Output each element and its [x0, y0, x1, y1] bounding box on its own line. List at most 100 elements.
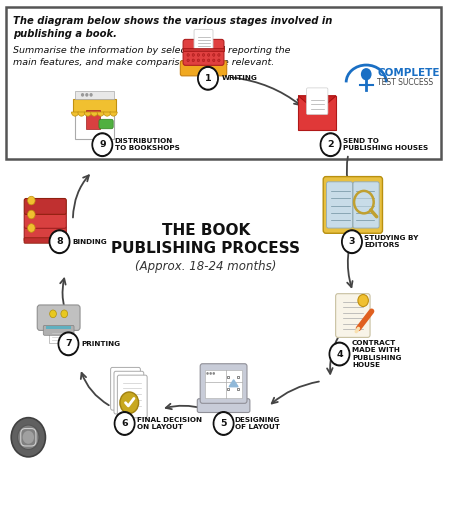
- FancyBboxPatch shape: [327, 182, 353, 228]
- Wedge shape: [97, 112, 104, 116]
- Circle shape: [28, 224, 35, 232]
- Text: 1: 1: [205, 74, 211, 83]
- FancyBboxPatch shape: [114, 371, 144, 414]
- Text: TEST SUCCESS: TEST SUCCESS: [377, 78, 434, 87]
- Circle shape: [51, 232, 68, 251]
- Text: STUDYING BY
EDITORS: STUDYING BY EDITORS: [364, 235, 419, 248]
- FancyBboxPatch shape: [49, 332, 68, 344]
- Text: DISTRIBUTION
TO BOOKSHOPS: DISTRIBUTION TO BOOKSHOPS: [115, 138, 180, 152]
- Circle shape: [50, 310, 56, 317]
- Wedge shape: [110, 112, 117, 116]
- FancyBboxPatch shape: [205, 370, 242, 398]
- FancyBboxPatch shape: [180, 61, 227, 76]
- Text: 3: 3: [349, 237, 355, 246]
- Text: PUBLISHING PROCESS: PUBLISHING PROCESS: [111, 241, 300, 256]
- Circle shape: [92, 133, 112, 157]
- Text: main features, and make comparisons where relevant.: main features, and make comparisons wher…: [13, 58, 274, 68]
- Circle shape: [342, 230, 362, 253]
- Text: 2: 2: [327, 140, 334, 149]
- FancyBboxPatch shape: [86, 110, 100, 129]
- FancyBboxPatch shape: [307, 88, 328, 115]
- Circle shape: [207, 59, 210, 61]
- Circle shape: [61, 310, 68, 317]
- FancyBboxPatch shape: [298, 96, 336, 130]
- FancyBboxPatch shape: [111, 368, 141, 410]
- Circle shape: [28, 210, 35, 219]
- Circle shape: [85, 93, 88, 97]
- Wedge shape: [71, 112, 79, 116]
- Circle shape: [358, 294, 369, 307]
- Text: Summarise the information by selecting and reporting the: Summarise the information by selecting a…: [13, 46, 291, 55]
- Circle shape: [60, 334, 77, 353]
- Circle shape: [197, 59, 200, 61]
- FancyBboxPatch shape: [24, 199, 66, 215]
- Circle shape: [354, 191, 374, 214]
- Circle shape: [212, 54, 215, 56]
- Text: THE BOOK: THE BOOK: [162, 223, 250, 238]
- Circle shape: [215, 414, 232, 433]
- Text: 4: 4: [336, 350, 343, 358]
- Circle shape: [331, 345, 348, 364]
- FancyBboxPatch shape: [24, 238, 66, 243]
- FancyBboxPatch shape: [194, 29, 213, 51]
- Circle shape: [187, 54, 189, 56]
- Text: SEND TO
PUBLISHING HOUSES: SEND TO PUBLISHING HOUSES: [343, 138, 428, 152]
- Polygon shape: [229, 380, 238, 387]
- Circle shape: [322, 135, 339, 155]
- FancyBboxPatch shape: [227, 388, 229, 390]
- Wedge shape: [103, 112, 111, 116]
- FancyBboxPatch shape: [200, 364, 247, 403]
- Text: The diagram below shows the various stages involved in: The diagram below shows the various stag…: [13, 16, 333, 26]
- Circle shape: [197, 54, 200, 56]
- Circle shape: [18, 425, 39, 450]
- FancyBboxPatch shape: [183, 48, 224, 51]
- Text: DESIGNING
OF LAYOUT: DESIGNING OF LAYOUT: [235, 417, 280, 430]
- FancyBboxPatch shape: [117, 375, 147, 418]
- FancyBboxPatch shape: [24, 212, 66, 228]
- Circle shape: [198, 67, 218, 90]
- FancyBboxPatch shape: [353, 182, 379, 228]
- Text: (Approx. 18-24 months): (Approx. 18-24 months): [135, 260, 277, 273]
- FancyBboxPatch shape: [75, 109, 114, 139]
- Text: CONTRACT
MADE WITH
PUBLISHING
HOUSE: CONTRACT MADE WITH PUBLISHING HOUSE: [352, 340, 401, 368]
- FancyBboxPatch shape: [73, 98, 116, 112]
- FancyBboxPatch shape: [183, 39, 224, 66]
- Circle shape: [28, 196, 35, 205]
- Circle shape: [320, 133, 341, 157]
- Circle shape: [361, 68, 372, 80]
- Circle shape: [202, 54, 205, 56]
- Text: PRINTING: PRINTING: [81, 341, 120, 347]
- FancyBboxPatch shape: [237, 376, 239, 378]
- FancyBboxPatch shape: [46, 326, 71, 329]
- FancyBboxPatch shape: [323, 177, 383, 233]
- Circle shape: [206, 372, 209, 375]
- Text: publishing a book.: publishing a book.: [13, 29, 117, 39]
- Text: 9: 9: [99, 140, 106, 149]
- Circle shape: [23, 431, 34, 444]
- Circle shape: [114, 412, 135, 435]
- Text: 6: 6: [121, 419, 128, 428]
- Circle shape: [202, 59, 205, 61]
- Circle shape: [81, 93, 84, 97]
- Text: 8: 8: [56, 237, 63, 246]
- Circle shape: [218, 59, 220, 61]
- Circle shape: [94, 135, 111, 155]
- FancyBboxPatch shape: [336, 294, 370, 337]
- FancyBboxPatch shape: [237, 388, 239, 390]
- Text: FINAL DECISION
ON LAYOUT: FINAL DECISION ON LAYOUT: [137, 417, 202, 430]
- Circle shape: [212, 59, 215, 61]
- Circle shape: [209, 372, 212, 375]
- Circle shape: [58, 332, 79, 355]
- FancyBboxPatch shape: [227, 376, 229, 378]
- Text: BINDING: BINDING: [72, 239, 107, 245]
- FancyBboxPatch shape: [37, 305, 80, 330]
- Circle shape: [90, 93, 93, 97]
- FancyBboxPatch shape: [43, 325, 74, 335]
- Circle shape: [213, 412, 234, 435]
- Circle shape: [192, 59, 194, 61]
- Text: COMPLETE: COMPLETE: [377, 68, 440, 78]
- Circle shape: [212, 372, 215, 375]
- FancyBboxPatch shape: [6, 7, 441, 159]
- Text: WRITING: WRITING: [221, 75, 257, 81]
- Wedge shape: [78, 112, 85, 116]
